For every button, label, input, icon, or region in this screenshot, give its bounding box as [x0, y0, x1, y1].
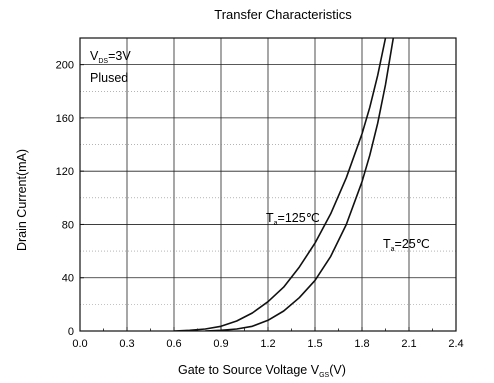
condition-symbol: V — [90, 49, 99, 63]
grid — [80, 38, 456, 331]
y-tick-label: 120 — [56, 166, 74, 178]
y-axis-label: Drain Current(mA) — [15, 149, 29, 251]
x-axis-label-main: Gate to Source Voltage V — [178, 363, 320, 377]
series-lines — [173, 38, 395, 331]
ticks: 0.0 0.3 0.6 0.9 1.2 1.5 1.8 2.1 2.4 0 40 80 120 160 20… — [56, 60, 464, 350]
x-tick-label: 1.8 — [354, 338, 369, 350]
x-axis-label: Gate to Source Voltage VGS(V) — [178, 363, 346, 379]
condition-sub: DS — [98, 58, 108, 65]
x-tick-label: 2.4 — [448, 338, 463, 350]
chart-title: Transfer Characteristics — [214, 7, 352, 22]
series-label-125: Ta=125℃ — [266, 211, 320, 227]
y-tick-label: 160 — [56, 113, 74, 125]
condition-value: =3V — [108, 49, 131, 63]
x-tick-label: 0.6 — [166, 338, 181, 350]
x-tick-label: 1.2 — [260, 338, 275, 350]
x-tick-label: 0.3 — [119, 338, 134, 350]
condition-note: Plused — [90, 71, 128, 85]
x-tick-label: 0.0 — [72, 338, 87, 350]
condition-annotation: VDS=3V Plused — [90, 49, 131, 85]
x-axis-label-sub: GS — [319, 372, 329, 379]
x-tick-label: 0.9 — [213, 338, 228, 350]
x-tick-label: 1.5 — [307, 338, 322, 350]
y-tick-label: 80 — [62, 219, 74, 231]
series-line-0 — [173, 38, 387, 331]
y-tick-label: 40 — [62, 273, 74, 285]
x-tick-label: 2.1 — [401, 338, 416, 350]
svg-text:VDS=3V: VDS=3V — [90, 49, 131, 65]
y-tick-label: 0 — [68, 326, 74, 338]
x-axis-label-unit: (V) — [329, 363, 346, 377]
series-label-25: Ta=25℃ — [383, 237, 430, 253]
y-tick-label: 200 — [56, 60, 74, 72]
series-line-1 — [205, 38, 395, 331]
